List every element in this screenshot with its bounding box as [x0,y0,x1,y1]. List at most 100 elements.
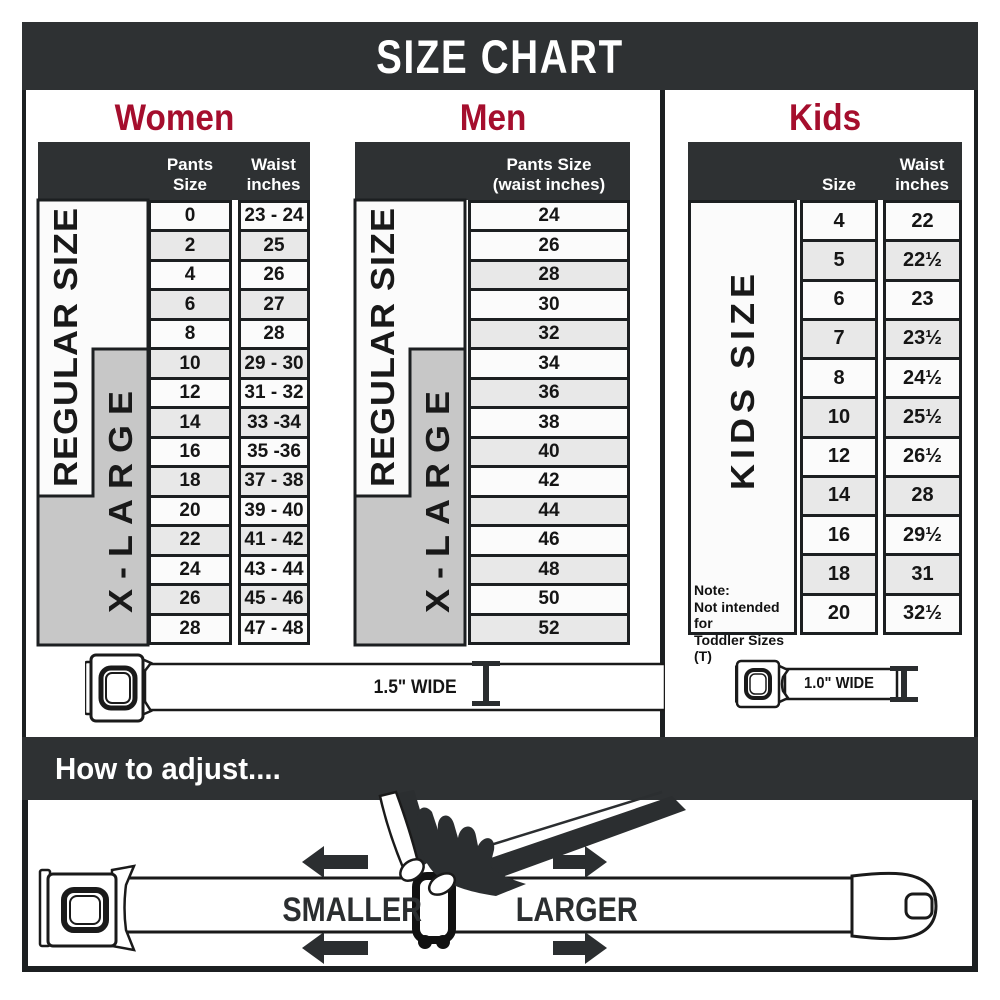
waist-cell: 22 [883,200,962,243]
table-row: 6 27 [148,288,310,321]
table-row: 46 [468,524,630,557]
size-cell: 22 [148,524,232,557]
waist-cell: 24½ [883,357,962,400]
hand-pull-illustration [378,790,686,896]
table-row: 12 31 - 32 [148,376,310,410]
table-row: 36 [468,376,630,410]
size-cell: 32 [468,317,630,351]
size-cell: 26 [468,229,630,262]
table-row: 34 [468,347,630,380]
size-cell: 44 [468,494,630,528]
waist-cell: 26½ [883,435,962,478]
size-cell: 6 [800,278,878,321]
table-row: 44 [468,494,630,528]
waist-cell: 23 - 24 [238,200,310,233]
size-cell: 4 [800,200,878,243]
width-marker-icon [472,661,500,706]
seatbelt-buckle-icon [38,864,137,952]
waist-cell: 29½ [883,514,962,557]
table-row: 5 22½ [800,239,962,282]
kids-note: Note: Not intended for Toddler Sizes (T) [694,582,784,664]
table-row: 7 23½ [800,317,962,361]
women-table-rows: 0 23 - 24 2 25 4 26 6 27 8 28 10 29 - 30… [148,200,310,646]
waist-cell: 37 - 38 [238,465,310,498]
size-cell: 4 [148,258,232,292]
waist-cell: 28 [238,317,310,351]
kids-table-header [688,142,962,200]
women-col1-header: Pants Size [166,155,214,194]
waist-cell: 29 - 30 [238,347,310,380]
waist-cell: 23½ [883,317,962,361]
table-row: 24 43 - 44 [148,553,310,587]
waist-cell: 26 [238,258,310,292]
table-row: 48 [468,553,630,587]
men-size-band-shape [353,198,467,647]
seatbelt-buckle-icon [735,659,790,709]
waist-cell: 25 [238,229,310,262]
table-row: 32 [468,317,630,351]
size-cell: 8 [148,317,232,351]
belt-strap [783,667,899,701]
title-bar: SIZE CHART [22,22,978,90]
smaller-label: SMALLER [282,891,423,929]
size-cell: 34 [468,347,630,380]
adjust-section-header: How to adjust.... [22,737,978,800]
table-row: 8 24½ [800,357,962,400]
men-xlarge-label: X-LARGE [418,380,456,613]
size-cell: 14 [800,474,878,518]
women-regular-size-label: REGULAR SIZE [46,207,84,488]
table-row: 42 [468,465,630,498]
size-cell: 12 [148,376,232,410]
table-row: 12 26½ [800,435,962,478]
kids-size-label: KIDS SIZE [723,269,761,491]
belt-tip [850,871,938,941]
women-heading: Women [114,97,234,138]
table-row: 20 32½ [800,592,962,635]
waist-cell: 45 - 46 [238,583,310,616]
size-cell: 18 [800,553,878,596]
arrow-right-icon [553,932,607,964]
size-cell: 7 [800,317,878,361]
size-cell: 5 [800,239,878,282]
table-row: 24 [468,200,630,233]
men-col-header: Pants Size (waist inches) [492,155,606,194]
table-row: 16 29½ [800,514,962,557]
waist-cell: 35 -36 [238,435,310,469]
arrow-left-icon [302,846,368,878]
size-cell: 42 [468,465,630,498]
waist-cell: 31 - 32 [238,376,310,410]
size-cell: 20 [800,592,878,635]
women-xlarge-label: X-LARGE [101,380,139,613]
arrow-left-icon [302,932,368,964]
size-cell: 28 [148,612,232,646]
table-row: 16 35 -36 [148,435,310,469]
size-cell: 12 [800,435,878,478]
table-row: 2 25 [148,229,310,262]
waist-cell: 28 [883,474,962,518]
table-row: 10 25½ [800,396,962,439]
size-cell: 18 [148,465,232,498]
waist-cell: 33 -34 [238,406,310,439]
size-cell: 28 [468,258,630,292]
size-cell: 8 [800,357,878,400]
table-row: 18 37 - 38 [148,465,310,498]
kids-heading: Kids [788,97,862,138]
waist-cell: 39 - 40 [238,494,310,528]
table-row: 40 [468,435,630,469]
adjust-belt-illustration [38,790,938,964]
kids-col1-header: Size [821,175,857,194]
size-cell: 6 [148,288,232,321]
table-row: 8 28 [148,317,310,351]
men-regular-size-label: REGULAR SIZE [363,207,401,488]
waist-cell: 31 [883,553,962,596]
men-table-header [355,142,630,200]
page-title: SIZE CHART [376,29,624,83]
kids-col2-header: Waist inches [895,155,949,194]
table-row: 0 23 - 24 [148,200,310,233]
men-table-rows: 24 26 28 30 32 34 36 38 40 42 44 46 48 5… [468,200,630,646]
arrow-right-icon [553,846,607,878]
women-table-header [38,142,310,200]
men-heading: Men [459,97,526,138]
table-row: 22 41 - 42 [148,524,310,557]
